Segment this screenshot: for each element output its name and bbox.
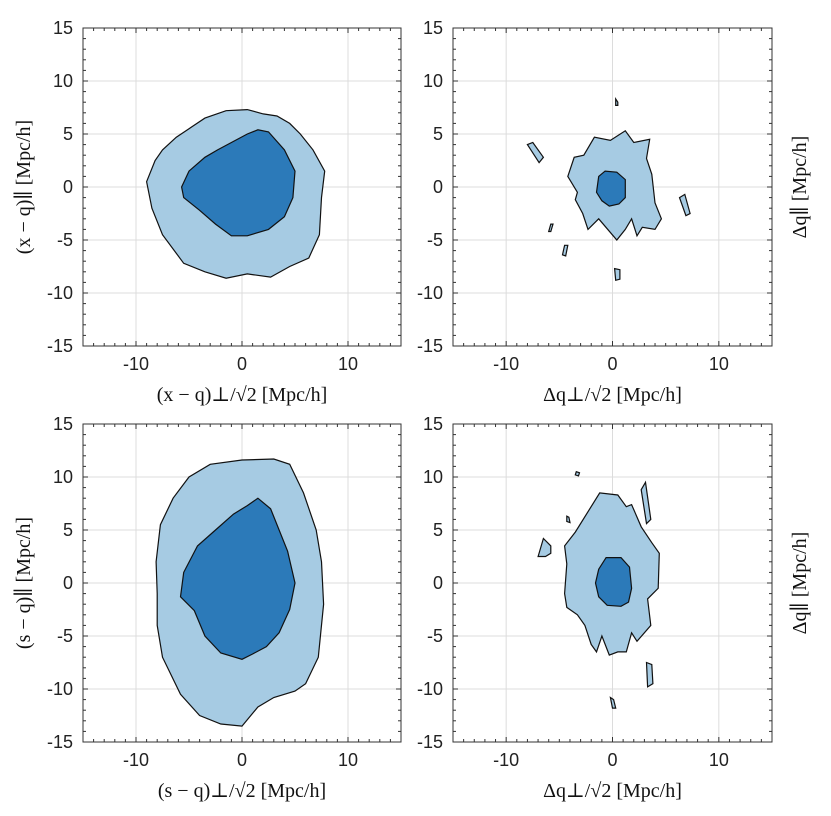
y-tick-label: -5 bbox=[57, 230, 73, 250]
y-tick-label: 0 bbox=[63, 573, 73, 593]
x-tick-label: -10 bbox=[123, 750, 149, 770]
contour-outer bbox=[645, 661, 654, 688]
y-tick-label: -10 bbox=[47, 283, 73, 303]
y-axis-label: (x − q)∥ [Mpc/h] bbox=[13, 120, 35, 254]
x-tick-label: 0 bbox=[607, 354, 617, 374]
contour-outer bbox=[574, 470, 581, 477]
contour-outer bbox=[613, 267, 621, 282]
x-axis-label: (x − q)⊥/√2 [Mpc/h] bbox=[157, 384, 327, 406]
contour-outer bbox=[615, 96, 619, 106]
x-tick-label: -10 bbox=[493, 354, 519, 374]
contour-inner bbox=[594, 557, 633, 607]
y-tick-label: -10 bbox=[417, 679, 443, 699]
y-tick-label: -15 bbox=[47, 732, 73, 752]
x-tick-label: 0 bbox=[237, 750, 247, 770]
y-tick-label: 0 bbox=[433, 177, 443, 197]
contour-outer bbox=[609, 696, 617, 709]
y-tick-label: -5 bbox=[57, 626, 73, 646]
contour-outer bbox=[566, 515, 571, 524]
contour-outer bbox=[526, 141, 545, 164]
y-tick-label: 15 bbox=[53, 414, 73, 434]
x-axis-label: (s − q)⊥/√2 [Mpc/h] bbox=[158, 780, 326, 802]
y-tick-label: 5 bbox=[63, 124, 73, 144]
y-axis-label: (s − q)∥ [Mpc/h] bbox=[13, 517, 35, 649]
contour-inner bbox=[179, 497, 296, 660]
y-tick-label: -15 bbox=[417, 732, 443, 752]
y-axis-label: Δq∥ [Mpc/h] bbox=[789, 136, 811, 239]
y-tick-label: 5 bbox=[433, 520, 443, 540]
x-tick-label: 10 bbox=[709, 354, 729, 374]
x-tick-label: 10 bbox=[338, 750, 358, 770]
contour-outer bbox=[547, 223, 554, 233]
y-tick-label: 0 bbox=[433, 573, 443, 593]
x-tick-label: -10 bbox=[123, 354, 149, 374]
panel-bottom-left: -10 0 10 -15 -10 -5 0 5 10 15 (s − q)⊥/√2 [Mpc/h] (… bbox=[13, 414, 402, 802]
y-tick-label: 15 bbox=[53, 18, 73, 38]
x-tick-label: 10 bbox=[709, 750, 729, 770]
y-tick-label: -15 bbox=[417, 336, 443, 356]
contour-outer bbox=[561, 244, 569, 257]
y-tick-label: 10 bbox=[53, 71, 73, 91]
y-tick-label: 0 bbox=[63, 177, 73, 197]
y-tick-label: 15 bbox=[423, 414, 443, 434]
contour-outer bbox=[537, 537, 552, 558]
panel-bottom-right: -10 0 10 -15 -10 -5 0 5 10 15 Δq⊥/√2 [Mpc/h] Δq∥ [M… bbox=[417, 414, 811, 802]
y-tick-label: 5 bbox=[433, 124, 443, 144]
y-tick-label: -10 bbox=[47, 679, 73, 699]
y-tick-label: 10 bbox=[423, 467, 443, 487]
y-tick-label: 10 bbox=[53, 467, 73, 487]
y-tick-label: -10 bbox=[417, 283, 443, 303]
contour-inner bbox=[595, 170, 626, 207]
y-axis-label: Δq∥ [Mpc/h] bbox=[789, 532, 811, 635]
y-tick-label: -5 bbox=[427, 626, 443, 646]
y-tick-label: 5 bbox=[63, 520, 73, 540]
panel-top-right: -10 0 10 -15 -10 -5 0 5 10 15 Δq⊥/√2 [Mpc/h] Δq∥ [M… bbox=[417, 18, 811, 406]
x-axis-label: Δq⊥/√2 [Mpc/h] bbox=[543, 384, 682, 406]
x-tick-label: -10 bbox=[493, 750, 519, 770]
x-tick-label: 0 bbox=[607, 750, 617, 770]
y-tick-label: 10 bbox=[423, 71, 443, 91]
contour-outer bbox=[678, 193, 691, 217]
contour-inner bbox=[180, 129, 296, 237]
panel-top-left: -10 0 10 -15 -10 -5 0 5 10 15 (x − q)⊥/√2 [Mpc/h] (… bbox=[13, 18, 402, 406]
x-axis-label: Δq⊥/√2 [Mpc/h] bbox=[543, 780, 682, 802]
y-tick-label: 15 bbox=[423, 18, 443, 38]
x-tick-label: 0 bbox=[237, 354, 247, 374]
contour-outer bbox=[640, 480, 652, 525]
y-tick-label: -15 bbox=[47, 336, 73, 356]
x-tick-label: 10 bbox=[338, 354, 358, 374]
y-tick-label: -5 bbox=[427, 230, 443, 250]
